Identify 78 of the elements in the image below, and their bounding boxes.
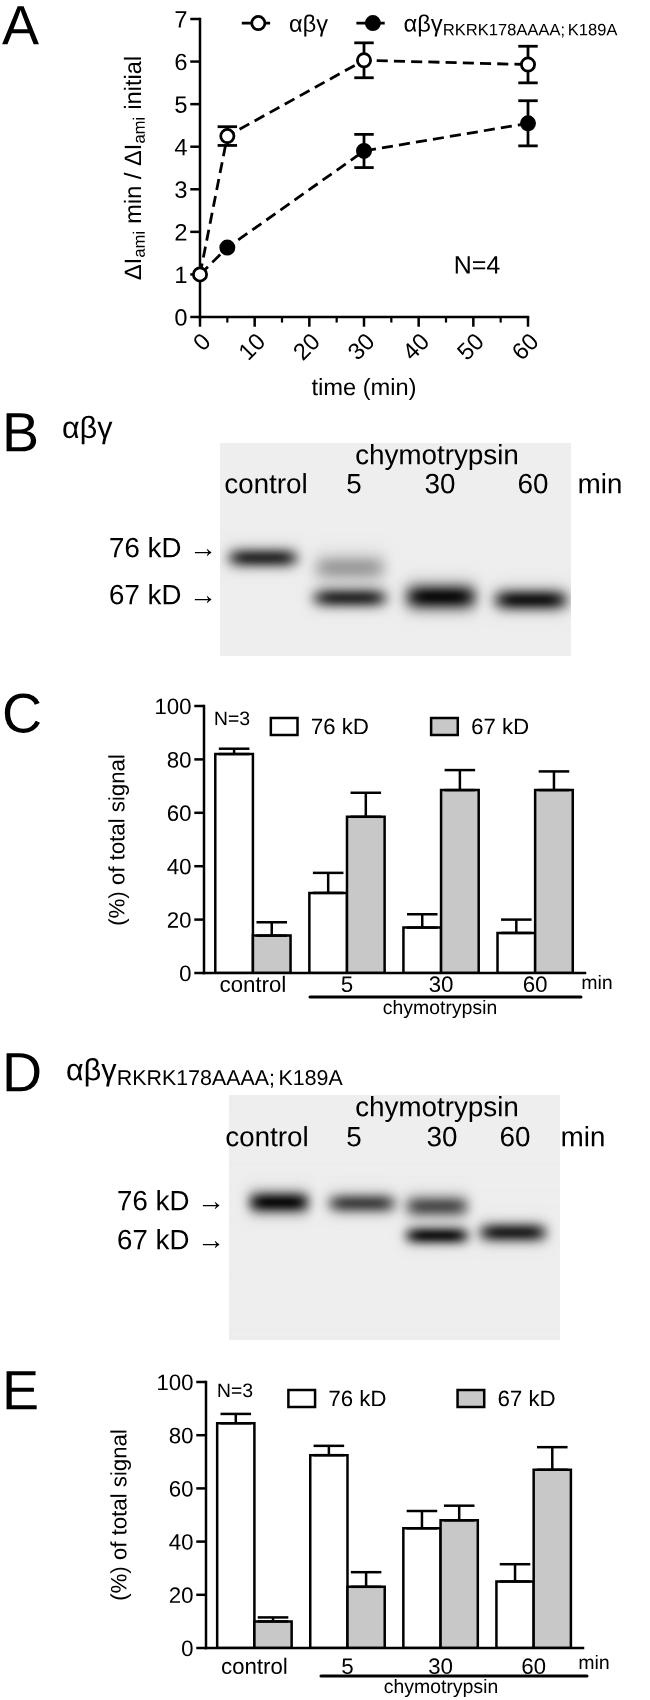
x-tick-label: 20	[292, 331, 321, 361]
y-tick-label: 80	[169, 1427, 193, 1444]
x-tick-label: 30	[429, 1658, 453, 1675]
text: 30	[427, 1126, 457, 1147]
text: 76 kD →	[118, 1190, 220, 1211]
y-tick-label: 0	[175, 309, 187, 326]
text: 30	[425, 473, 455, 494]
y-tick-label: 0	[182, 1640, 193, 1657]
y-tick-label: 2	[175, 223, 187, 241]
y-tick-label: 6	[175, 53, 187, 71]
x-tick-label: 30	[346, 331, 376, 362]
y-tick-label: 40	[167, 858, 191, 875]
x-tick-label: 5	[341, 976, 353, 993]
x-tick-label: 5	[342, 1658, 353, 1675]
text: 67 kD →	[110, 584, 212, 605]
x-tick-label: 60	[522, 1658, 546, 1675]
y-tick-label: 5	[175, 96, 187, 113]
legend-label: 76 kD	[311, 718, 368, 735]
y-axis-title: (%) of total signal	[108, 755, 129, 925]
text: D	[6, 1053, 40, 1092]
y-tick-label: 60	[167, 805, 191, 822]
y-axis-title: (%) of total signal	[110, 1430, 131, 1600]
text: chymotrypsin	[383, 999, 497, 1019]
point	[219, 239, 236, 256]
x-tick-label: control	[220, 975, 285, 993]
text: 76 kD →	[110, 537, 212, 558]
y-tick-label: 4	[174, 139, 187, 156]
y-tick-label: 1	[176, 266, 187, 283]
chart-title: C	[4, 693, 40, 733]
legend-label: 76 kD	[329, 1390, 386, 1407]
y-tick-label: 7	[175, 11, 187, 28]
legend-label: 67 kD	[472, 718, 529, 735]
text: min	[579, 1654, 609, 1670]
x-tick-label: 50	[455, 331, 485, 362]
text: chymotrypsin	[384, 1678, 498, 1698]
text: control	[225, 473, 306, 494]
x-tick-label: control	[222, 1657, 287, 1675]
x-tick-label: 40	[400, 331, 431, 362]
legend-label: 67 kD	[498, 1390, 555, 1407]
point	[192, 266, 208, 283]
y-tick-label: 80	[167, 751, 191, 768]
y-tick-label: 0	[180, 965, 191, 982]
x-tick-label: 10	[237, 331, 267, 361]
text: 5	[347, 474, 361, 494]
text: 67 kD →	[118, 1229, 220, 1250]
annotation: N=4	[455, 256, 500, 274]
y-tick-label: 40	[169, 1534, 193, 1550]
text: min	[579, 473, 621, 494]
text: 60	[518, 473, 548, 494]
y-tick-label: 60	[169, 1480, 193, 1497]
text: min	[582, 974, 612, 990]
y-tick-label: 20	[167, 912, 191, 928]
text: min	[562, 1126, 604, 1147]
text: 5	[347, 1127, 361, 1147]
text: chymotrypsin	[356, 1096, 518, 1122]
annotation: N=3	[218, 1383, 253, 1398]
point	[356, 142, 372, 159]
chart-title: A	[2, 6, 39, 45]
y-tick-label: 100	[156, 698, 191, 715]
x-tick-label: 60	[510, 331, 540, 361]
point	[520, 115, 536, 132]
chart-title: E	[6, 1371, 37, 1410]
text: control	[226, 1126, 307, 1147]
y-tick-label: 3	[175, 181, 187, 199]
text: αβγ	[63, 415, 113, 445]
legend-label: αβγ	[290, 14, 328, 37]
text: chymotrypsin	[356, 444, 518, 470]
y-tick-label: 100	[158, 1374, 193, 1391]
x-axis-title: time (min)	[311, 377, 416, 400]
x-tick-label: 60	[523, 976, 547, 993]
text: B	[6, 413, 37, 452]
annotation: N=3	[215, 711, 250, 726]
y-axis-title: ΔI$_{ami}$ min / ΔI$_{ami}$ initial	[123, 57, 145, 280]
text: 60	[500, 1126, 530, 1147]
point	[520, 56, 536, 73]
point	[356, 52, 372, 69]
y-tick-label: 20	[169, 1587, 193, 1604]
x-tick-label: 30	[429, 976, 453, 993]
